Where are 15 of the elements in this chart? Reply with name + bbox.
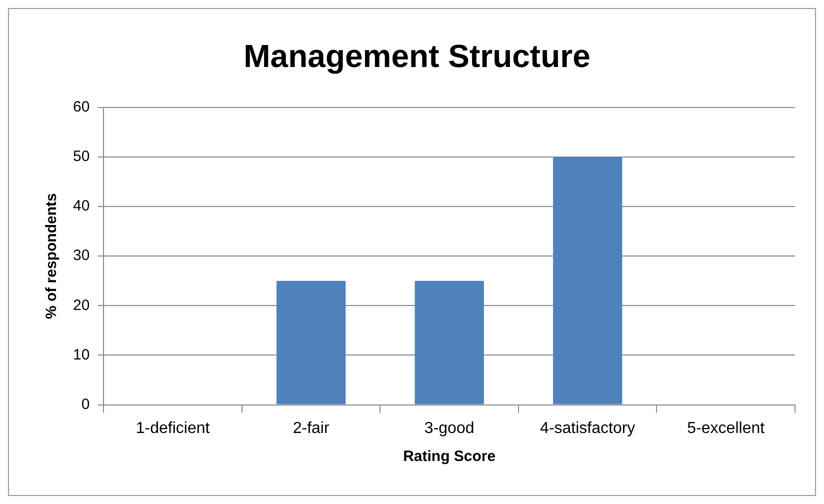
x-tick-label: 5-excellent: [687, 420, 766, 437]
y-tick-label: 40: [72, 198, 90, 215]
x-tick-label: 3-good: [424, 420, 474, 437]
y-axis-title: % of respondents: [43, 193, 60, 320]
y-tick-label: 50: [72, 148, 90, 166]
x-tick-label: 1-deficient: [136, 420, 210, 437]
y-tick-label: 0: [81, 396, 90, 413]
y-tick-label: 10: [72, 346, 90, 364]
x-tick-label: 2-fair: [292, 420, 330, 437]
x-axis-title: Rating Score: [403, 448, 496, 466]
y-tick-label: 60: [72, 98, 90, 116]
x-tick-label: 4-satisfactory: [540, 420, 636, 437]
y-tick-label: 20: [72, 296, 90, 314]
chart-title: Management Structure: [244, 38, 590, 74]
y-tick-label: 30: [72, 247, 90, 264]
